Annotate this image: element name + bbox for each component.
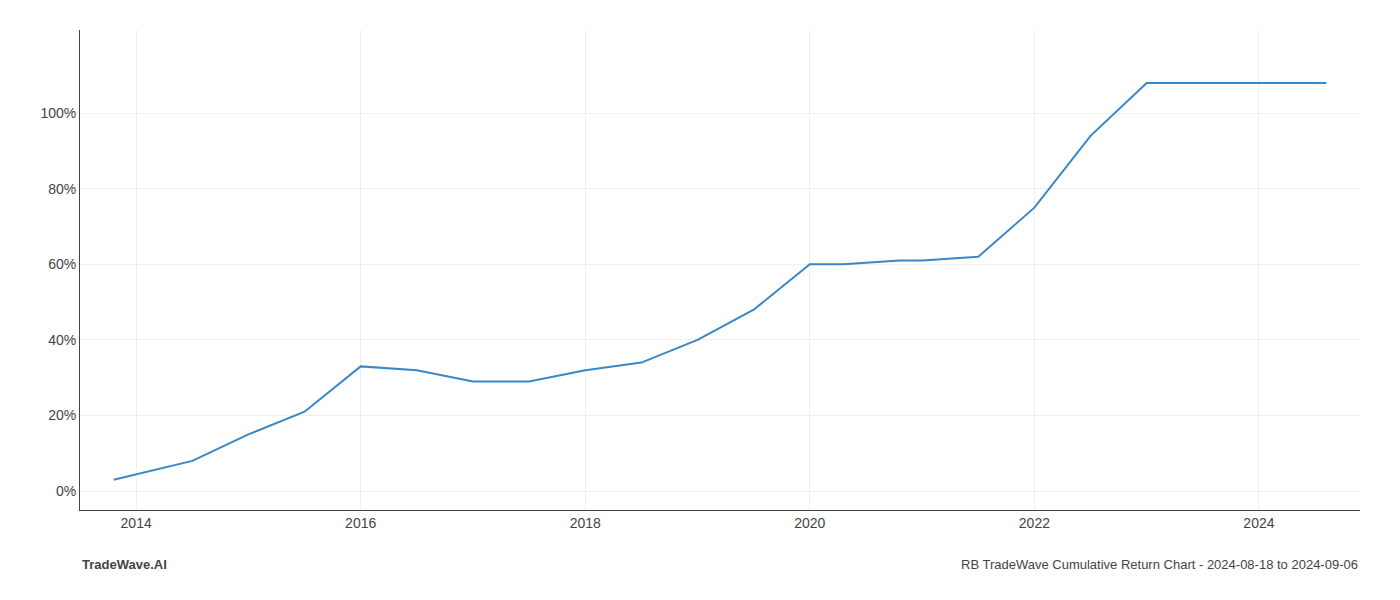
svg-text:40%: 40% (48, 332, 76, 348)
svg-text:2014: 2014 (121, 515, 152, 531)
svg-text:2016: 2016 (345, 515, 376, 531)
svg-text:80%: 80% (48, 181, 76, 197)
svg-text:0%: 0% (56, 483, 76, 499)
svg-text:60%: 60% (48, 256, 76, 272)
svg-text:2018: 2018 (570, 515, 601, 531)
svg-text:RB TradeWave Cumulative Return: RB TradeWave Cumulative Return Chart - 2… (961, 557, 1358, 572)
svg-text:100%: 100% (40, 105, 76, 121)
svg-text:TradeWave.AI: TradeWave.AI (82, 557, 167, 572)
svg-text:2024: 2024 (1243, 515, 1274, 531)
svg-text:20%: 20% (48, 407, 76, 423)
svg-text:2022: 2022 (1019, 515, 1050, 531)
svg-text:2020: 2020 (794, 515, 825, 531)
